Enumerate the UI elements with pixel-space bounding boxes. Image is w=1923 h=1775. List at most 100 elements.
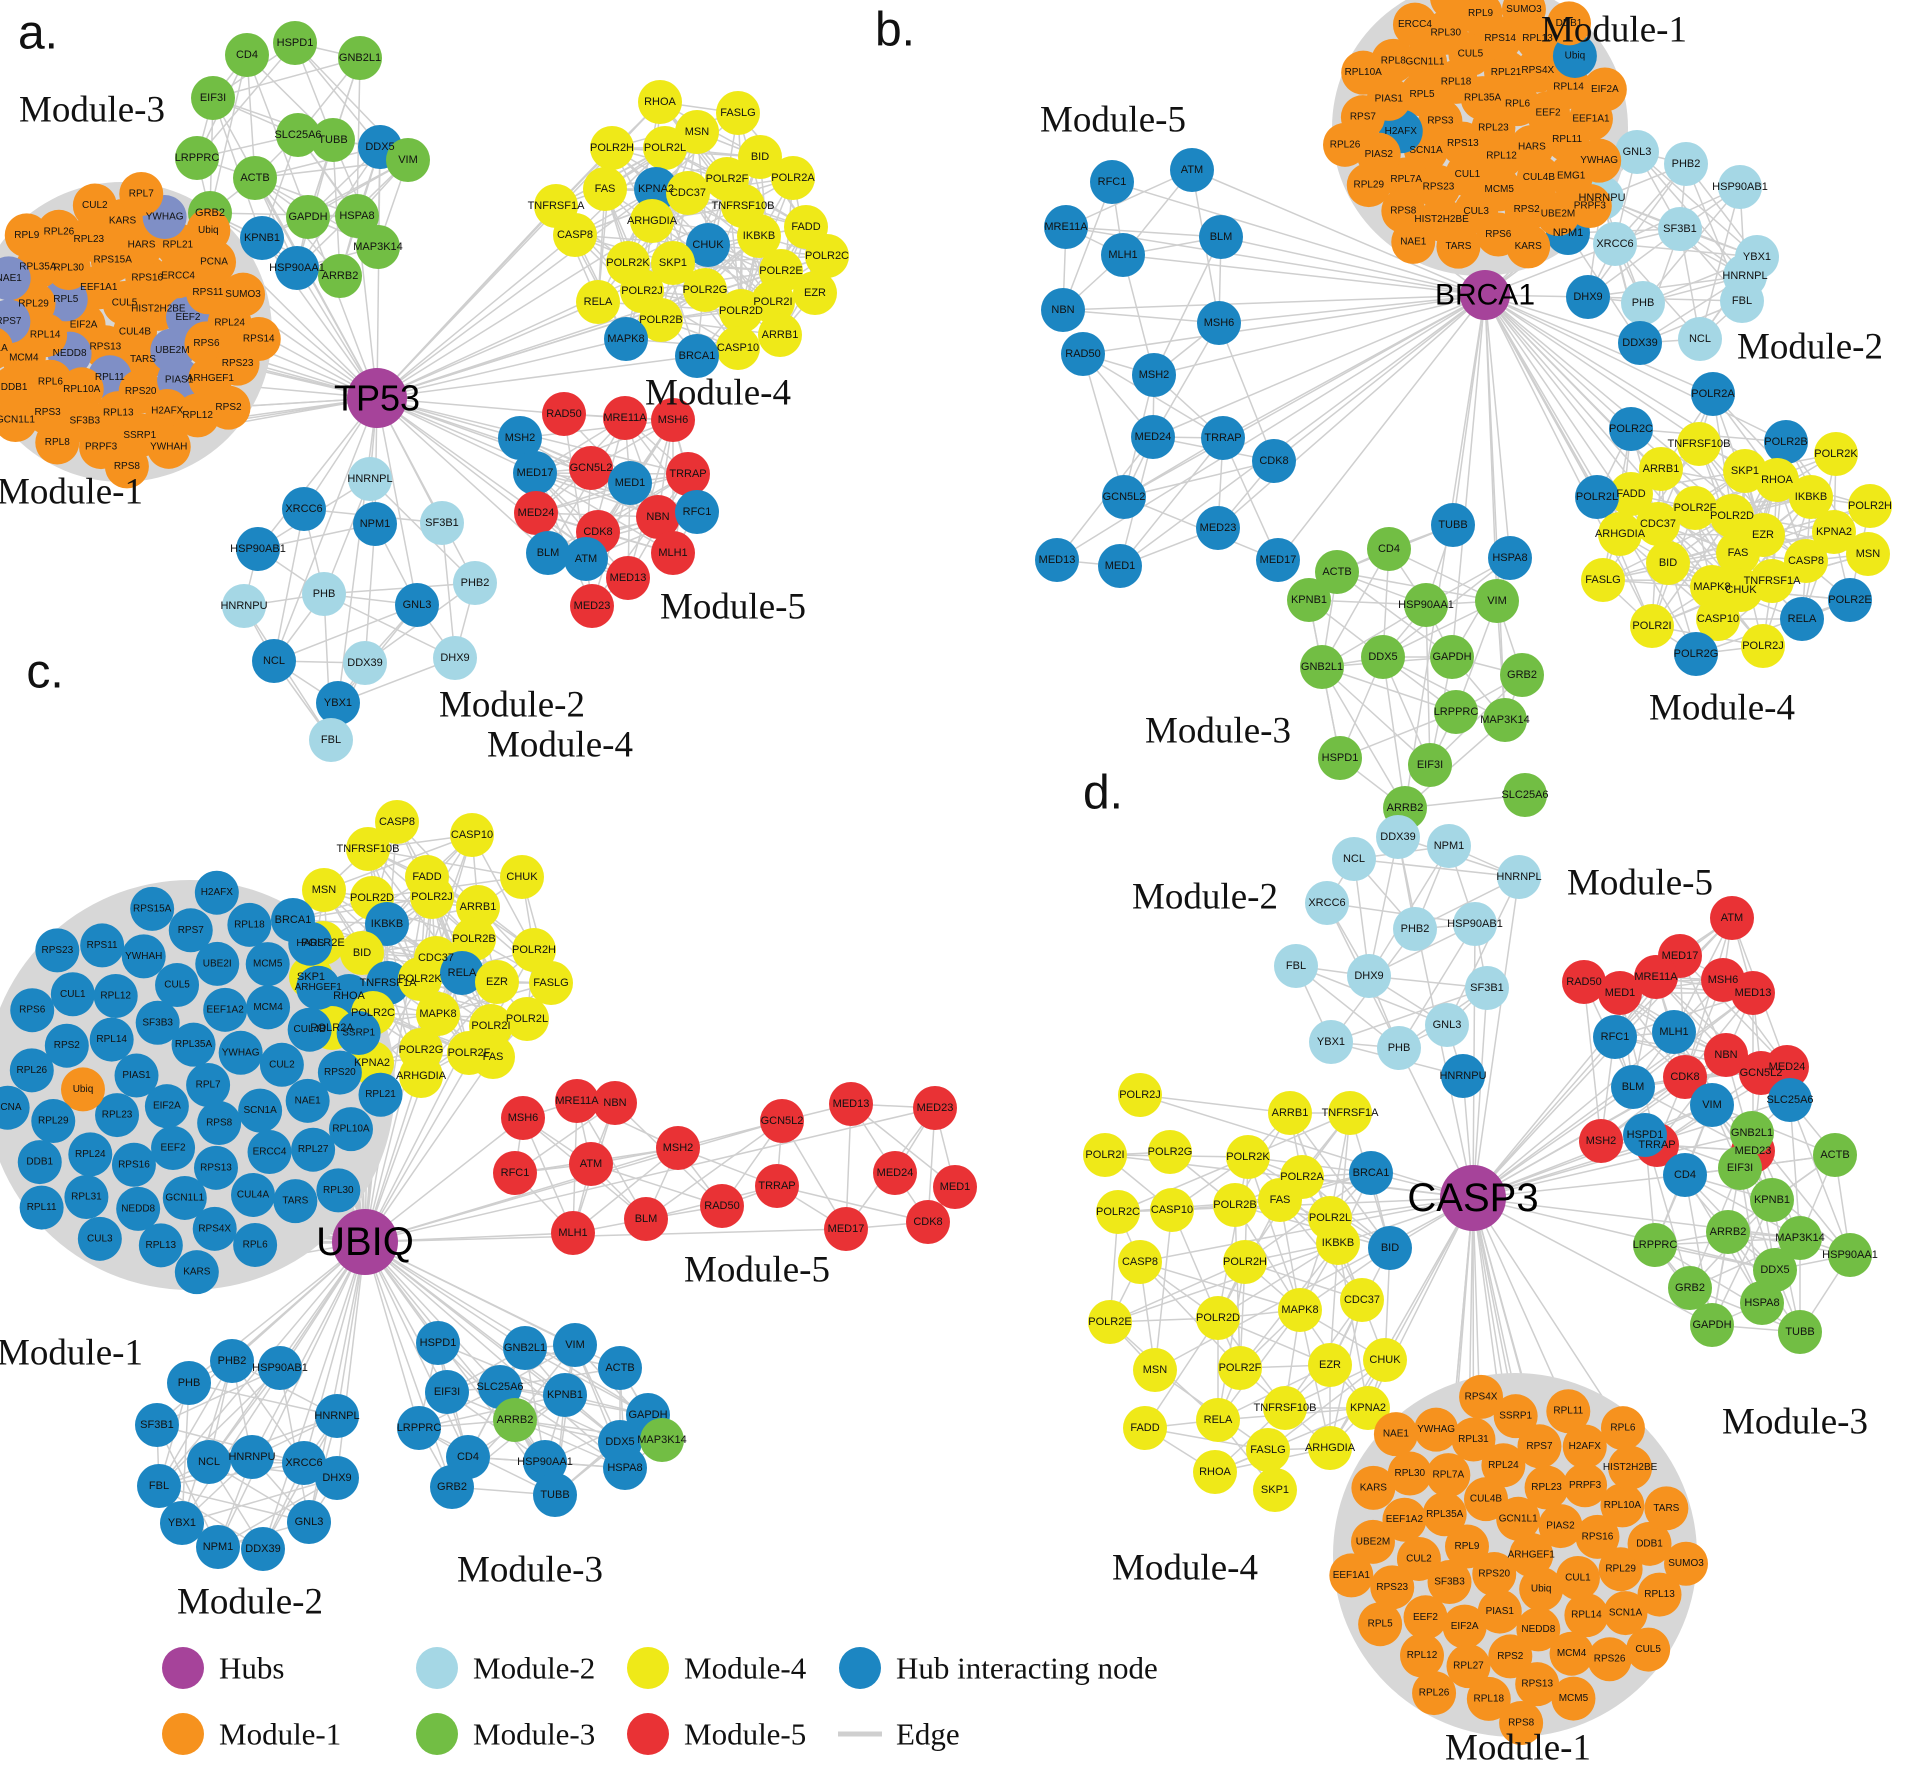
node-label-FAS: FAS — [1728, 547, 1749, 559]
node-label-POLR2G: POLR2G — [1674, 648, 1719, 660]
node-label-MED17: MED17 — [517, 467, 554, 479]
hub-edge — [1217, 294, 1486, 529]
node-label-XRCC6: XRCC6 — [285, 503, 322, 515]
network-node-YWHAG — [1577, 138, 1622, 183]
network-node-TUBB — [1431, 503, 1475, 547]
network-node-MED1 — [1098, 544, 1142, 588]
node-label-RPS8: RPS8 — [1508, 1718, 1535, 1729]
node-label-CDK8: CDK8 — [1670, 1071, 1699, 1083]
edge — [356, 57, 361, 217]
edge — [1234, 1204, 1241, 1369]
network-node-RPS7 — [1517, 1424, 1562, 1469]
node-label-MCM4: MCM4 — [1557, 1648, 1587, 1659]
node-label-CDK8: CDK8 — [583, 526, 612, 538]
network-node-XRCC6 — [1593, 222, 1637, 266]
node-label-NBN: NBN — [646, 511, 669, 523]
network-node-CHUK — [1363, 1338, 1407, 1382]
node-label-RPL6: RPL6 — [243, 1239, 268, 1250]
node-label-MLH1: MLH1 — [658, 547, 687, 559]
network-node-MLH1 — [551, 1211, 595, 1255]
network-node-CUL2 — [1396, 1536, 1441, 1581]
node-label-RPL23: RPL23 — [102, 1110, 133, 1121]
network-node-ARRB1 — [456, 885, 500, 929]
module-label-Module-1: Module-1 — [0, 1333, 143, 1374]
node-label-RPL30: RPL30 — [1395, 1468, 1426, 1479]
node-label-HSPD1: HSPD1 — [420, 1337, 457, 1349]
hub-edge — [1111, 181, 1486, 296]
network-node-RPS15A — [1430, 0, 1474, 20]
hub-edge — [376, 146, 381, 399]
network-node-POLR2G — [683, 268, 727, 312]
node-label-HNRNPL: HNRNPL — [1496, 871, 1541, 883]
node-label-RPL6: RPL6 — [38, 376, 63, 387]
node-label-RELA: RELA — [1788, 613, 1817, 625]
network-node-RELA — [576, 280, 620, 324]
node-label-FAS: FAS — [1270, 1194, 1291, 1206]
node-label-MED24: MED24 — [1135, 431, 1172, 443]
network-node-MED17 — [1256, 538, 1300, 582]
node-label-RPS2: RPS2 — [1514, 204, 1541, 215]
node-label-RPL26: RPL26 — [44, 226, 75, 237]
hub-edge — [376, 397, 565, 415]
edge — [1587, 275, 1746, 298]
network-node-ERCC4 — [247, 1130, 292, 1175]
hub-edge — [1119, 294, 1486, 567]
node-label-FBL: FBL — [1286, 960, 1306, 972]
network-node-POLR2G — [1674, 632, 1718, 676]
network-node-NPM1 — [196, 1525, 240, 1569]
node-label-GAPDH: GAPDH — [628, 1409, 667, 1421]
node-label-HSPD1: HSPD1 — [1322, 752, 1359, 764]
node-label-TRRAP: TRRAP — [758, 1180, 795, 1192]
node-label-MSH2: MSH2 — [1586, 1135, 1617, 1147]
node-label-RPL24: RPL24 — [75, 1149, 106, 1160]
node-label-MED1: MED1 — [1105, 560, 1136, 572]
hub-edge — [376, 338, 627, 399]
network-node-HSPD1 — [1318, 736, 1362, 780]
network-node-PCNA — [0, 1085, 30, 1130]
node-label-HNRNPL: HNRNPL — [314, 1410, 359, 1422]
network-node-GNB2L1 — [1730, 1111, 1774, 1155]
node-label-GRB2: GRB2 — [1507, 669, 1537, 681]
network-node-VIM — [1690, 1083, 1734, 1127]
node-label-YBX1: YBX1 — [324, 697, 352, 709]
node-label-POLR2D: POLR2D — [350, 892, 394, 904]
network-node-POLR2J — [1118, 1073, 1162, 1117]
legend-swatch-Module-3 — [416, 1713, 458, 1755]
node-label-CDC37: CDC37 — [418, 952, 454, 964]
node-label-MED24: MED24 — [877, 1167, 914, 1179]
node-label-KPNA2: KPNA2 — [1816, 526, 1852, 538]
node-label-RPL27: RPL27 — [1453, 1661, 1484, 1672]
node-label-MAPK8: MAPK8 — [419, 1008, 456, 1020]
node-label-CHUK: CHUK — [1725, 584, 1757, 596]
network-node-XRCC6 — [282, 487, 326, 531]
node-label-RPS2: RPS2 — [215, 402, 242, 413]
node-label-RPL14: RPL14 — [30, 330, 61, 341]
node-label-MED23: MED23 — [1735, 1145, 1772, 1157]
hub-edge — [1273, 294, 1486, 462]
node-label-MCM5: MCM5 — [1559, 1693, 1589, 1704]
network-node-POLR2H — [1848, 484, 1892, 528]
network-node-RFC1 — [1090, 160, 1134, 204]
node-label-MED24: MED24 — [1769, 1061, 1806, 1073]
node-label-KPNB1: KPNB1 — [547, 1389, 583, 1401]
node-label-LRPPRC: LRPPRC — [397, 1422, 442, 1434]
node-label-TNFRSF1A: TNFRSF1A — [1744, 575, 1802, 587]
node-label-ERCC4: ERCC4 — [161, 271, 195, 282]
node-label-IKBKB: IKBKB — [1795, 491, 1827, 503]
node-label-NEDD8: NEDD8 — [1521, 1624, 1555, 1635]
edge — [158, 1462, 305, 1487]
node-label-RPL13: RPL13 — [1644, 1589, 1675, 1600]
node-label-HSPA8: HSPA8 — [339, 210, 374, 222]
network-node-RPL14 — [89, 1017, 134, 1062]
edge — [158, 1360, 233, 1487]
node-label-RPL29: RPL29 — [1353, 180, 1384, 191]
hub-edge — [1139, 1094, 1474, 1199]
hub-edge — [1122, 254, 1486, 296]
network-node-SSRP1 — [336, 1011, 381, 1056]
network-node-KPNB1 — [543, 1373, 587, 1417]
node-label-NPM1: NPM1 — [203, 1541, 234, 1553]
network-node-FAS — [583, 167, 627, 211]
node-label-FBL: FBL — [321, 734, 341, 746]
node-label-POLR2C: POLR2C — [351, 1007, 395, 1019]
